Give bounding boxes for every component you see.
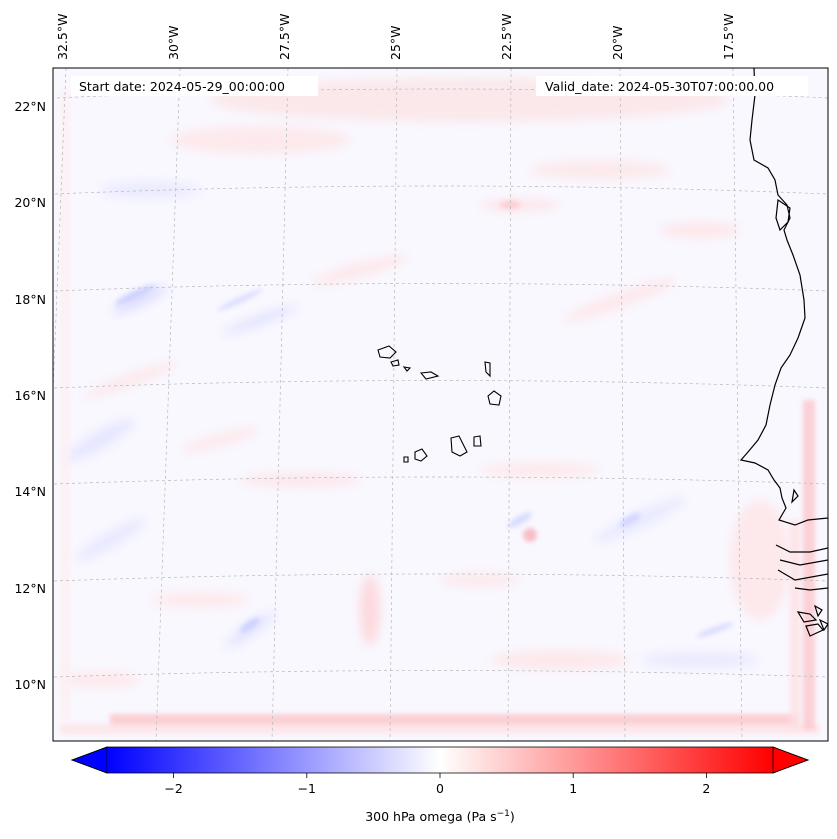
coastline	[739, 68, 828, 637]
omega-field	[53, 68, 828, 741]
colorbar-tick-label: 2	[702, 781, 710, 796]
colorbar-ticks: −2 −1 0 1 2	[164, 773, 710, 796]
map-frame	[52, 67, 829, 742]
lon-label: 27.5°W	[277, 14, 292, 60]
lat-label: 20°N	[14, 195, 46, 210]
colorbar-extend-max	[772, 746, 810, 774]
colorbar-outline	[70, 746, 810, 774]
latitude-labels: 22°N 20°N 18°N 16°N 14°N 12°N 10°N	[14, 99, 46, 692]
lat-label: 14°N	[14, 484, 46, 499]
colorbar-tick-label: −1	[298, 781, 316, 796]
map-background	[53, 68, 828, 741]
colorbar-tick-label: 1	[569, 781, 577, 796]
lat-label: 10°N	[14, 677, 46, 692]
colorbar-label: 300 hPa omega (Pa s−1)	[365, 809, 515, 824]
longitude-labels: 32.5°W 30°W 27.5°W 25°W 22.5°W 20°W 17.5…	[55, 14, 736, 60]
valid-date-box	[536, 76, 808, 96]
colorbar-tick-label: 0	[436, 781, 444, 796]
start-date-label: Start date: 2024-05-29_00:00:00	[79, 79, 285, 94]
colorbar-gradient	[107, 747, 773, 773]
lat-label: 18°N	[14, 292, 46, 307]
cape-verde-islands	[377, 345, 502, 463]
map-panel: Start date: 2024-05-29_00:00:00 Valid_da…	[14, 14, 829, 742]
start-date-box	[71, 76, 318, 96]
lat-label: 12°N	[14, 581, 46, 596]
lon-label: 22.5°W	[499, 14, 514, 60]
lat-label: 16°N	[14, 388, 46, 403]
lon-label: 30°W	[166, 25, 181, 60]
colorbar-tick-label: −2	[164, 781, 182, 796]
valid-date-label: Valid_date: 2024-05-30T07:00:00.00	[545, 79, 774, 94]
lon-label: 20°W	[610, 25, 625, 60]
lon-label: 25°W	[388, 25, 403, 60]
colorbar: −2 −1 0 1 2 300 hPa omega (Pa s−1)	[70, 746, 810, 824]
colorbar-extend-min	[70, 746, 108, 774]
lon-label: 17.5°W	[721, 14, 736, 60]
lon-label: 32.5°W	[55, 14, 70, 60]
lat-label: 22°N	[14, 99, 46, 114]
